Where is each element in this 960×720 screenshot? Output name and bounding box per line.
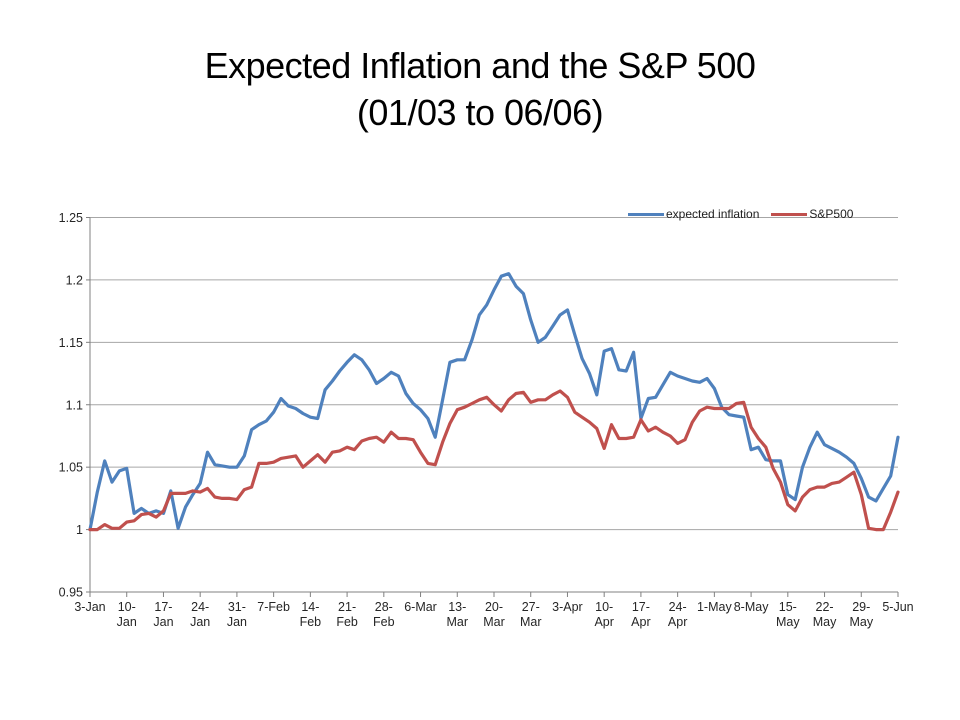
x-tick-label: May [776, 615, 800, 629]
x-tick-label: Apr [631, 615, 650, 629]
x-tick-label: 8-May [734, 600, 769, 614]
legend-label: S&P500 [809, 207, 854, 221]
y-tick-label: 1.05 [59, 461, 83, 475]
legend-line-swatch-blue [628, 212, 664, 216]
x-tick-label: 15- [779, 600, 797, 614]
x-tick-label: 20- [485, 600, 503, 614]
x-tick-label: 29- [852, 600, 870, 614]
x-tick-label: 3-Apr [552, 600, 583, 614]
x-tick-label: 7-Feb [257, 600, 290, 614]
x-tick-label: May [849, 615, 873, 629]
legend-line-swatch-red [771, 212, 808, 216]
chart-title-line1: Expected Inflation and the S&P 500 [204, 45, 756, 86]
legend-item-sp500: S&P500 [771, 207, 853, 221]
x-tick-label: Jan [227, 615, 247, 629]
x-tick-label: Feb [336, 615, 358, 629]
y-tick-label: 1.1 [66, 398, 83, 412]
x-tick-label: 5-Jun [882, 600, 913, 614]
x-tick-label: Apr [594, 615, 613, 629]
x-tick-label: 21- [338, 600, 356, 614]
x-tick-label: Jan [153, 615, 173, 629]
x-tick-label: May [813, 615, 837, 629]
x-tick-label: Mar [447, 615, 469, 629]
series-line-s-p500 [88, 389, 900, 532]
x-tick-label: 17- [154, 600, 172, 614]
chart-title-line2: (01/03 to 06/06) [356, 92, 604, 133]
x-tick-label: 28- [375, 600, 393, 614]
y-tick-label: 1.25 [59, 211, 83, 225]
x-tick-label: 1-May [697, 600, 732, 614]
legend: expected inflation S&P500 [628, 206, 853, 222]
x-tick-label: Mar [520, 615, 542, 629]
x-tick-label: Apr [668, 615, 687, 629]
y-tick-label: 0.95 [59, 586, 83, 600]
legend-item-expected-inflation: expected inflation [628, 207, 759, 221]
x-tick-label: Jan [190, 615, 210, 629]
x-tick-label: 24- [669, 600, 687, 614]
x-tick-label: Feb [373, 615, 395, 629]
x-tick-label: 10- [118, 600, 136, 614]
x-tick-label: 22- [816, 600, 834, 614]
legend-label: expected inflation [666, 207, 760, 221]
x-tick-label: 27- [522, 600, 540, 614]
x-tick-label: 6-Mar [404, 600, 437, 614]
y-tick-label: 1 [76, 523, 83, 537]
chart-title: Expected Inflation and the S&P 500 (01/0… [0, 42, 960, 136]
x-tick-label: 13- [448, 600, 466, 614]
x-tick-label: 31- [228, 600, 246, 614]
x-tick-label: 3-Jan [74, 600, 105, 614]
x-tick-label: 17- [632, 600, 650, 614]
x-tick-label: 14- [301, 600, 319, 614]
x-tick-label: 24- [191, 600, 209, 614]
y-tick-label: 1.15 [59, 336, 83, 350]
series-line-expected-inflation [88, 272, 900, 532]
x-tick-label: 10- [595, 600, 613, 614]
y-tick-label: 1.2 [66, 273, 83, 287]
x-tick-label: Feb [300, 615, 322, 629]
x-tick-label: Jan [117, 615, 137, 629]
x-tick-label: Mar [483, 615, 505, 629]
